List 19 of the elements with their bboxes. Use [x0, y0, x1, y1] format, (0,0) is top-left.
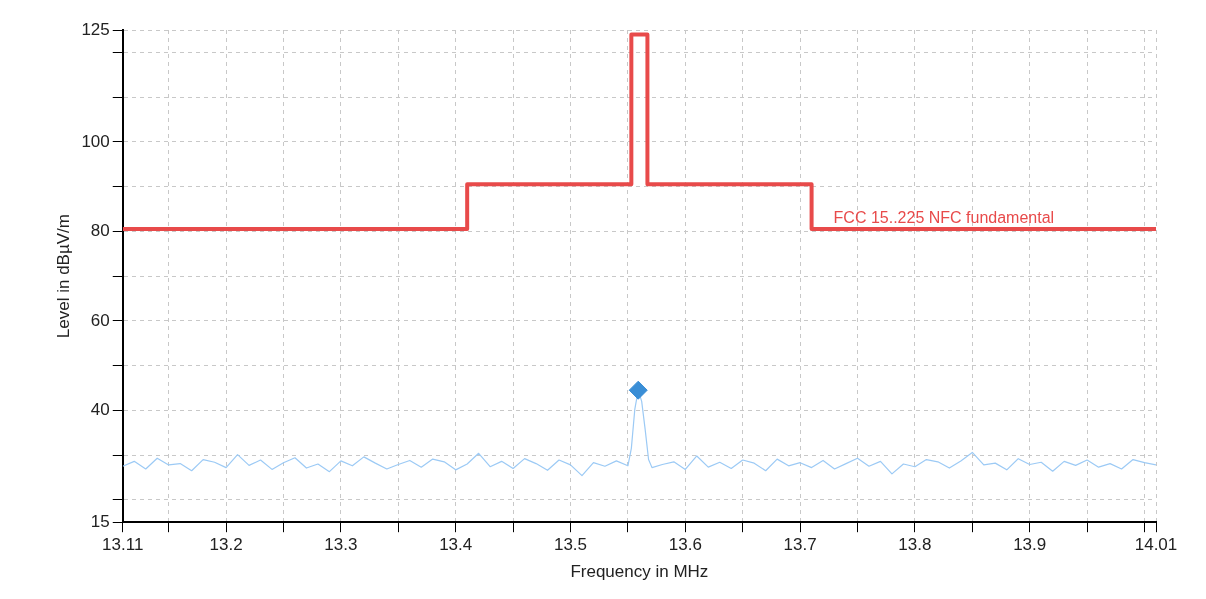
x-tick-label: 13.6: [668, 535, 702, 555]
x-tick-label: 13.9: [1013, 535, 1047, 555]
y-tick-label: 60: [90, 310, 110, 330]
y-tick-label: 40: [90, 400, 110, 420]
x-tick-label: 13.4: [439, 535, 473, 555]
y-tick-label: 80: [90, 221, 110, 241]
series-label: FCC 15..225 NFC fundamental: [833, 208, 1055, 226]
x-tick-label: 13.2: [209, 535, 243, 555]
x-tick-label: 13.7: [783, 535, 817, 555]
x-tick-label: 14.01: [1134, 535, 1178, 555]
x-tick-label: 13.11: [102, 535, 144, 555]
x-tick-label: 13.5: [553, 535, 588, 555]
x-axis-title: Frequency in MHz: [570, 562, 709, 582]
y-tick-label: 125: [81, 19, 110, 39]
x-tick-label: 13.8: [898, 535, 932, 555]
y-axis-title: Level in dBµV/m: [53, 214, 73, 339]
y-tick-label: 15: [90, 511, 110, 531]
y-tick-label: 100: [81, 131, 110, 151]
x-tick-label: 13.3: [324, 535, 358, 555]
